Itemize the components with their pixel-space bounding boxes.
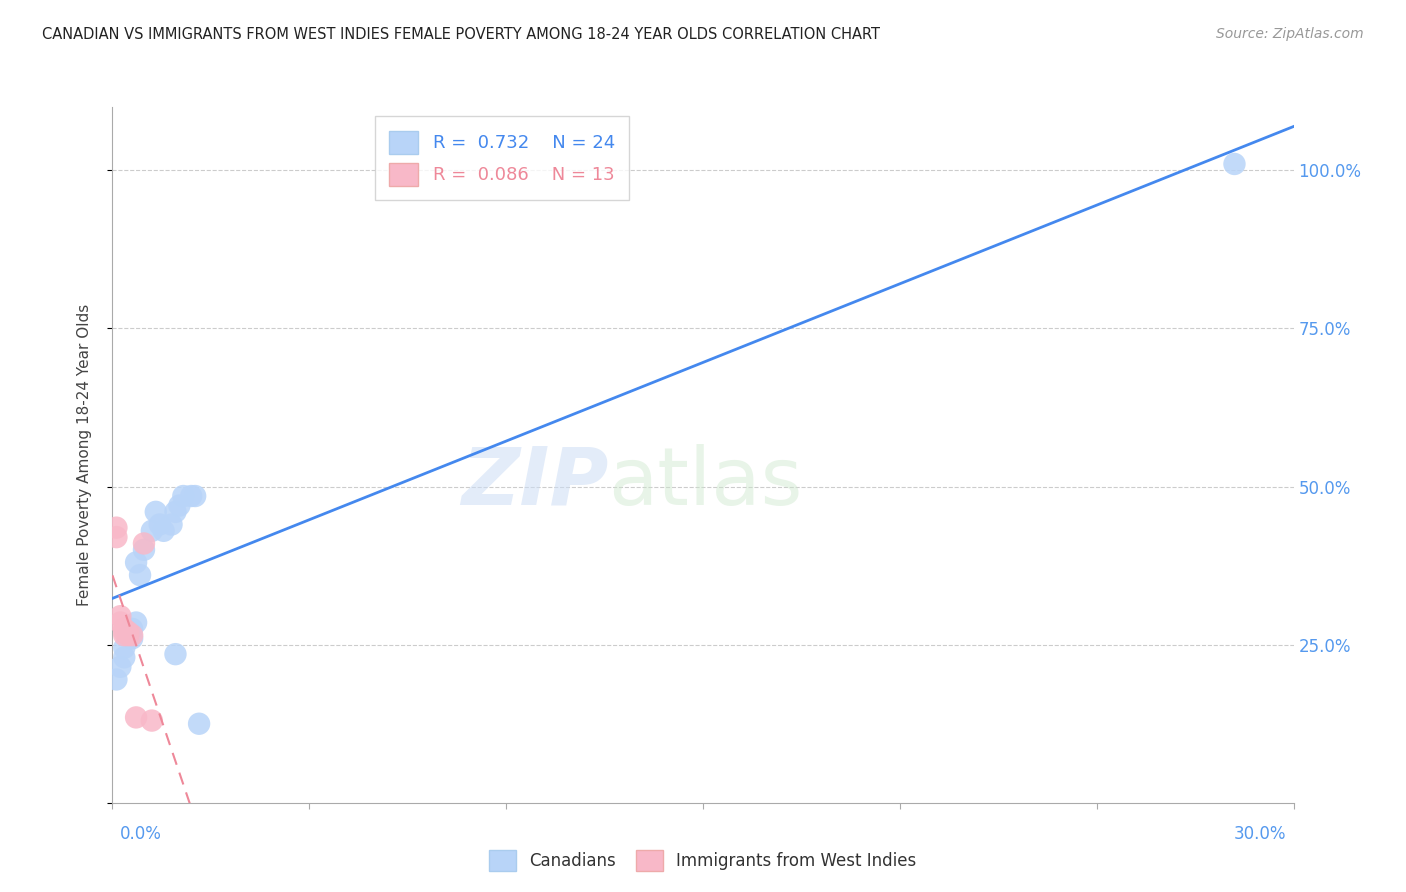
Point bbox=[112, 625, 135, 640]
Point bbox=[165, 647, 187, 661]
Point bbox=[105, 673, 128, 687]
Point bbox=[152, 524, 174, 538]
Point bbox=[141, 524, 163, 538]
Point bbox=[112, 622, 135, 636]
Point bbox=[110, 615, 132, 630]
Text: 30.0%: 30.0% bbox=[1234, 825, 1286, 843]
Point bbox=[110, 609, 132, 624]
Point bbox=[165, 505, 187, 519]
Point bbox=[180, 489, 202, 503]
Point bbox=[117, 628, 139, 642]
Text: CANADIAN VS IMMIGRANTS FROM WEST INDIES FEMALE POVERTY AMONG 18-24 YEAR OLDS COR: CANADIAN VS IMMIGRANTS FROM WEST INDIES … bbox=[42, 27, 880, 42]
Text: ZIP: ZIP bbox=[461, 443, 609, 522]
Text: atlas: atlas bbox=[609, 443, 803, 522]
Point bbox=[105, 530, 128, 544]
Point bbox=[149, 517, 172, 532]
Point bbox=[184, 489, 207, 503]
Point bbox=[188, 716, 211, 731]
Point bbox=[125, 556, 148, 570]
Point bbox=[121, 632, 143, 646]
Point bbox=[125, 615, 148, 630]
Point bbox=[132, 536, 155, 550]
Point bbox=[121, 622, 143, 636]
Point bbox=[169, 499, 191, 513]
Point bbox=[125, 710, 148, 724]
Point bbox=[112, 640, 135, 655]
Point bbox=[141, 714, 163, 728]
Point bbox=[121, 628, 143, 642]
Point bbox=[129, 568, 152, 582]
Point bbox=[172, 489, 194, 503]
Point bbox=[112, 650, 135, 665]
Point bbox=[110, 660, 132, 674]
Y-axis label: Female Poverty Among 18-24 Year Olds: Female Poverty Among 18-24 Year Olds bbox=[77, 304, 91, 606]
Point bbox=[160, 517, 183, 532]
Text: 0.0%: 0.0% bbox=[120, 825, 162, 843]
Point bbox=[112, 628, 135, 642]
Point bbox=[1223, 157, 1246, 171]
Text: Source: ZipAtlas.com: Source: ZipAtlas.com bbox=[1216, 27, 1364, 41]
Point bbox=[117, 625, 139, 640]
Legend: Canadians, Immigrants from West Indies: Canadians, Immigrants from West Indies bbox=[482, 843, 924, 878]
Point bbox=[132, 542, 155, 557]
Point bbox=[105, 521, 128, 535]
Point bbox=[117, 628, 139, 642]
Point bbox=[145, 505, 167, 519]
